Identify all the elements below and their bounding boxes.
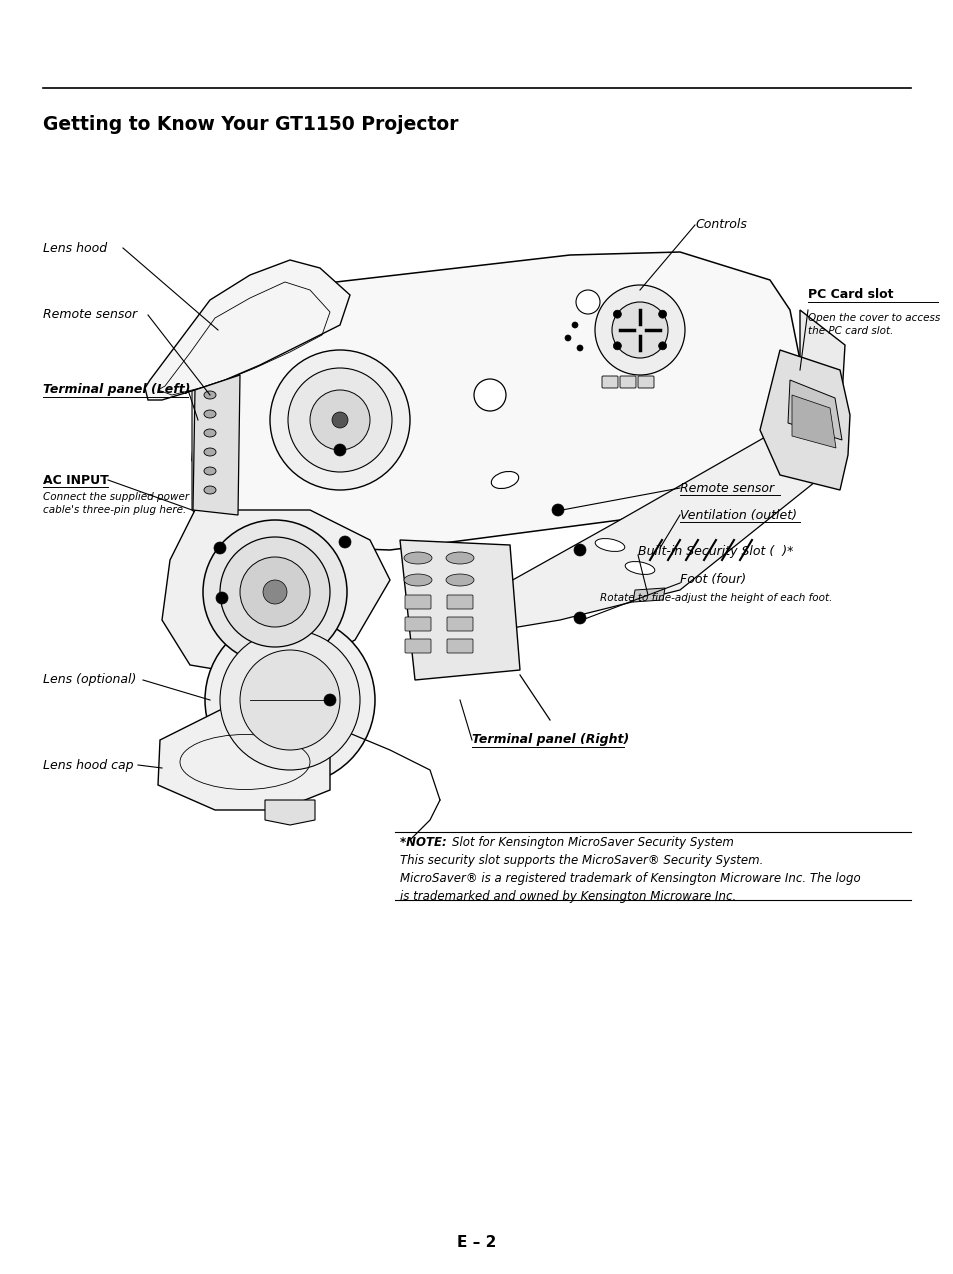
Text: Terminal panel (Left): Terminal panel (Left) [43, 383, 191, 396]
Circle shape [474, 378, 505, 412]
Polygon shape [450, 420, 829, 631]
Circle shape [613, 310, 620, 318]
Circle shape [576, 290, 599, 313]
Circle shape [574, 612, 585, 624]
Text: Foot (four): Foot (four) [679, 573, 745, 586]
Text: Terminal panel (Right): Terminal panel (Right) [472, 734, 629, 747]
Ellipse shape [204, 399, 226, 431]
Text: E – 2: E – 2 [456, 1235, 497, 1250]
FancyBboxPatch shape [405, 640, 431, 654]
Circle shape [324, 694, 335, 706]
Circle shape [338, 536, 351, 548]
Ellipse shape [206, 443, 224, 468]
Circle shape [240, 650, 339, 750]
Text: Remote sensor: Remote sensor [43, 308, 137, 321]
Ellipse shape [204, 429, 215, 437]
Circle shape [334, 445, 346, 456]
Circle shape [658, 341, 666, 350]
Text: the PC card slot.: the PC card slot. [807, 326, 892, 336]
Polygon shape [158, 710, 330, 810]
Circle shape [203, 520, 347, 664]
Ellipse shape [204, 485, 215, 494]
Ellipse shape [204, 468, 215, 475]
Circle shape [240, 557, 310, 627]
Polygon shape [162, 510, 390, 680]
Circle shape [612, 302, 667, 358]
Polygon shape [800, 310, 844, 470]
Polygon shape [193, 375, 240, 515]
FancyBboxPatch shape [447, 640, 473, 654]
Text: Controls: Controls [695, 219, 746, 232]
Ellipse shape [446, 575, 474, 586]
Circle shape [564, 335, 571, 341]
Ellipse shape [403, 552, 432, 564]
Ellipse shape [491, 471, 518, 488]
Circle shape [213, 541, 226, 554]
FancyBboxPatch shape [405, 595, 431, 609]
Polygon shape [399, 540, 519, 680]
Text: Lens hood: Lens hood [43, 242, 107, 255]
Text: Ventilation (outlet): Ventilation (outlet) [679, 508, 796, 521]
Ellipse shape [403, 575, 432, 586]
Text: AC INPUT: AC INPUT [43, 474, 109, 487]
Circle shape [552, 505, 563, 516]
FancyBboxPatch shape [638, 376, 654, 389]
Circle shape [332, 412, 348, 428]
Ellipse shape [204, 410, 215, 418]
Ellipse shape [204, 391, 215, 399]
Circle shape [220, 538, 330, 647]
Text: Lens (optional): Lens (optional) [43, 674, 136, 687]
Text: Rotate to fine-adjust the height of each foot.: Rotate to fine-adjust the height of each… [599, 592, 832, 603]
FancyBboxPatch shape [405, 617, 431, 631]
Ellipse shape [204, 448, 215, 456]
FancyBboxPatch shape [601, 376, 618, 389]
Text: MicroSaver® is a registered trademark of Kensington Microware Inc. The logo: MicroSaver® is a registered trademark of… [399, 871, 860, 885]
Circle shape [613, 341, 620, 350]
Polygon shape [192, 252, 800, 550]
Polygon shape [145, 260, 350, 400]
Text: Connect the supplied power: Connect the supplied power [43, 492, 189, 502]
Polygon shape [760, 350, 849, 490]
Ellipse shape [446, 552, 474, 564]
Text: PC Card slot: PC Card slot [807, 288, 893, 302]
Polygon shape [265, 800, 314, 826]
Polygon shape [633, 589, 664, 603]
Circle shape [220, 631, 359, 769]
Text: Built-in Security Slot (  )*: Built-in Security Slot ( )* [638, 545, 793, 558]
Text: Slot for Kensington MicroSaver Security System: Slot for Kensington MicroSaver Security … [452, 836, 733, 848]
Circle shape [205, 615, 375, 785]
Circle shape [658, 310, 666, 318]
Circle shape [310, 390, 370, 450]
FancyBboxPatch shape [619, 376, 636, 389]
Polygon shape [192, 380, 214, 530]
FancyBboxPatch shape [447, 617, 473, 631]
Text: Open the cover to access: Open the cover to access [807, 313, 940, 324]
Circle shape [572, 322, 578, 327]
Circle shape [595, 285, 684, 375]
Text: Lens hood cap: Lens hood cap [43, 758, 133, 772]
Circle shape [263, 580, 287, 604]
Circle shape [574, 544, 585, 555]
Text: cable's three-pin plug here.: cable's three-pin plug here. [43, 505, 186, 515]
Circle shape [270, 350, 410, 490]
Polygon shape [791, 395, 835, 448]
Ellipse shape [595, 539, 624, 552]
Circle shape [577, 345, 582, 352]
Text: Remote sensor: Remote sensor [679, 482, 773, 494]
Text: is trademarked and owned by Kensington Microware Inc.: is trademarked and owned by Kensington M… [399, 891, 736, 903]
Text: Getting to Know Your GT1150 Projector: Getting to Know Your GT1150 Projector [43, 115, 458, 134]
Polygon shape [787, 380, 841, 440]
FancyBboxPatch shape [447, 595, 473, 609]
Text: This security slot supports the MicroSaver® Security System.: This security slot supports the MicroSav… [399, 854, 762, 868]
Text: *NOTE:: *NOTE: [399, 836, 451, 848]
Circle shape [215, 592, 228, 604]
Ellipse shape [624, 562, 654, 575]
Circle shape [288, 368, 392, 471]
